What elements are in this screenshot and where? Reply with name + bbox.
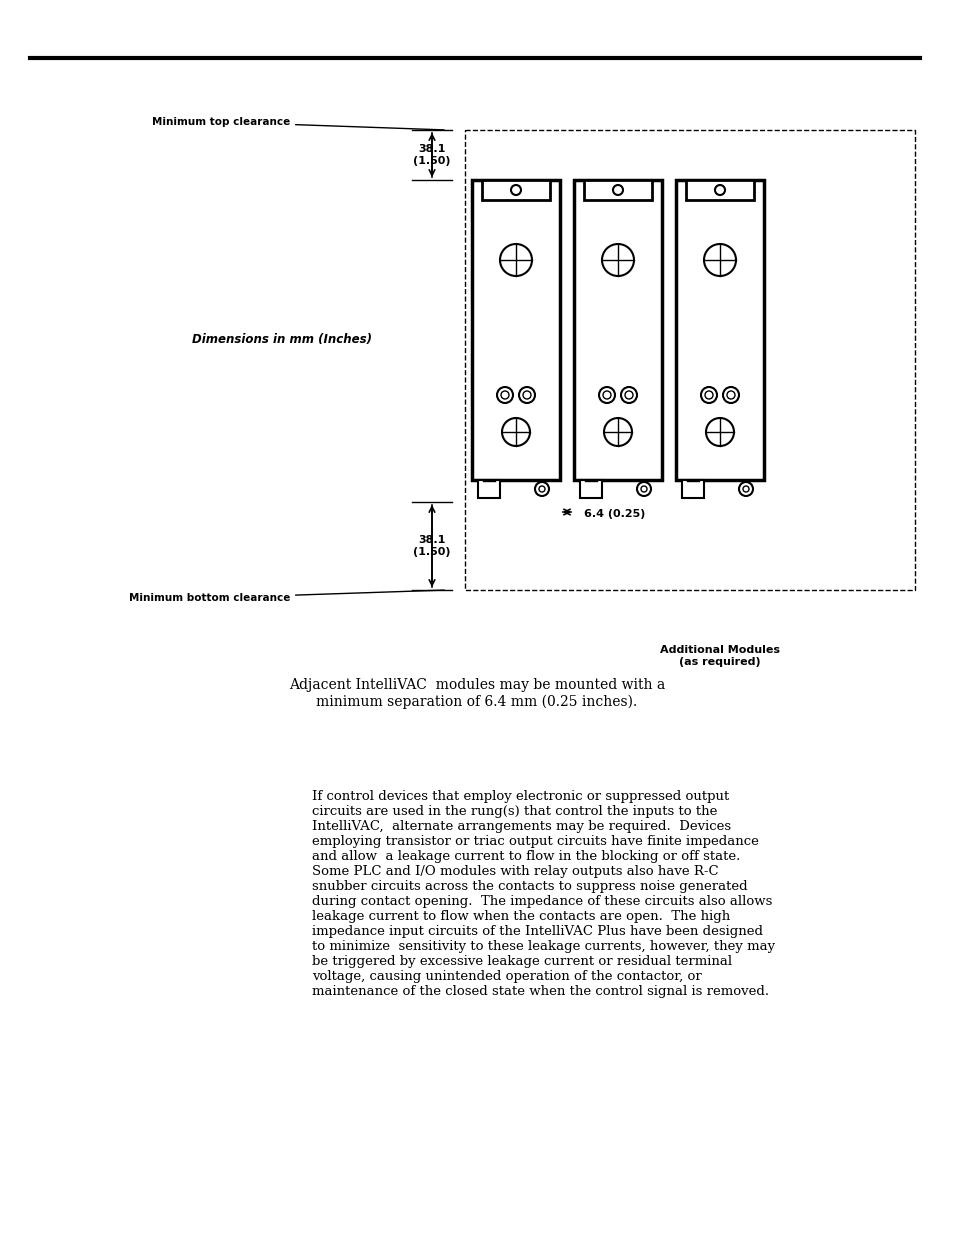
Bar [676, 180, 763, 480]
Bar [574, 180, 661, 480]
Bar [481, 180, 550, 200]
Text: Minimum top clearance: Minimum top clearance [152, 117, 444, 130]
Text: Additional Modules
(as required): Additional Modules (as required) [659, 645, 780, 667]
Text: 6.4 (0.25): 6.4 (0.25) [583, 509, 644, 519]
Text: Minimum bottom clearance: Minimum bottom clearance [129, 590, 444, 603]
Bar [681, 480, 703, 498]
Text: If control devices that employ electronic or suppressed output
circuits are used: If control devices that employ electroni… [312, 790, 774, 998]
Text: 38.1
(1.50): 38.1 (1.50) [413, 535, 450, 557]
Text: Dimensions in mm (Inches): Dimensions in mm (Inches) [192, 333, 372, 347]
Bar [579, 480, 601, 498]
Bar [685, 180, 753, 200]
Bar [472, 180, 559, 480]
Bar [477, 480, 499, 498]
Text: 38.1
(1.50): 38.1 (1.50) [413, 144, 450, 165]
Bar [583, 180, 651, 200]
Text: Adjacent IntelliVAC  modules may be mounted with a
minimum separation of 6.4 mm : Adjacent IntelliVAC modules may be mount… [289, 678, 664, 709]
